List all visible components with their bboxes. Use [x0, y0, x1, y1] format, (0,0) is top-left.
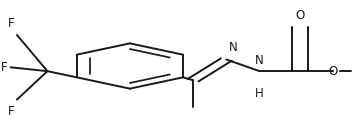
Text: O: O — [295, 9, 305, 22]
Text: F: F — [8, 105, 15, 118]
Text: H: H — [255, 87, 264, 100]
Text: O: O — [329, 65, 338, 78]
Text: N: N — [229, 41, 238, 54]
Text: F: F — [0, 61, 7, 74]
Text: F: F — [8, 17, 15, 30]
Text: N: N — [255, 54, 264, 67]
